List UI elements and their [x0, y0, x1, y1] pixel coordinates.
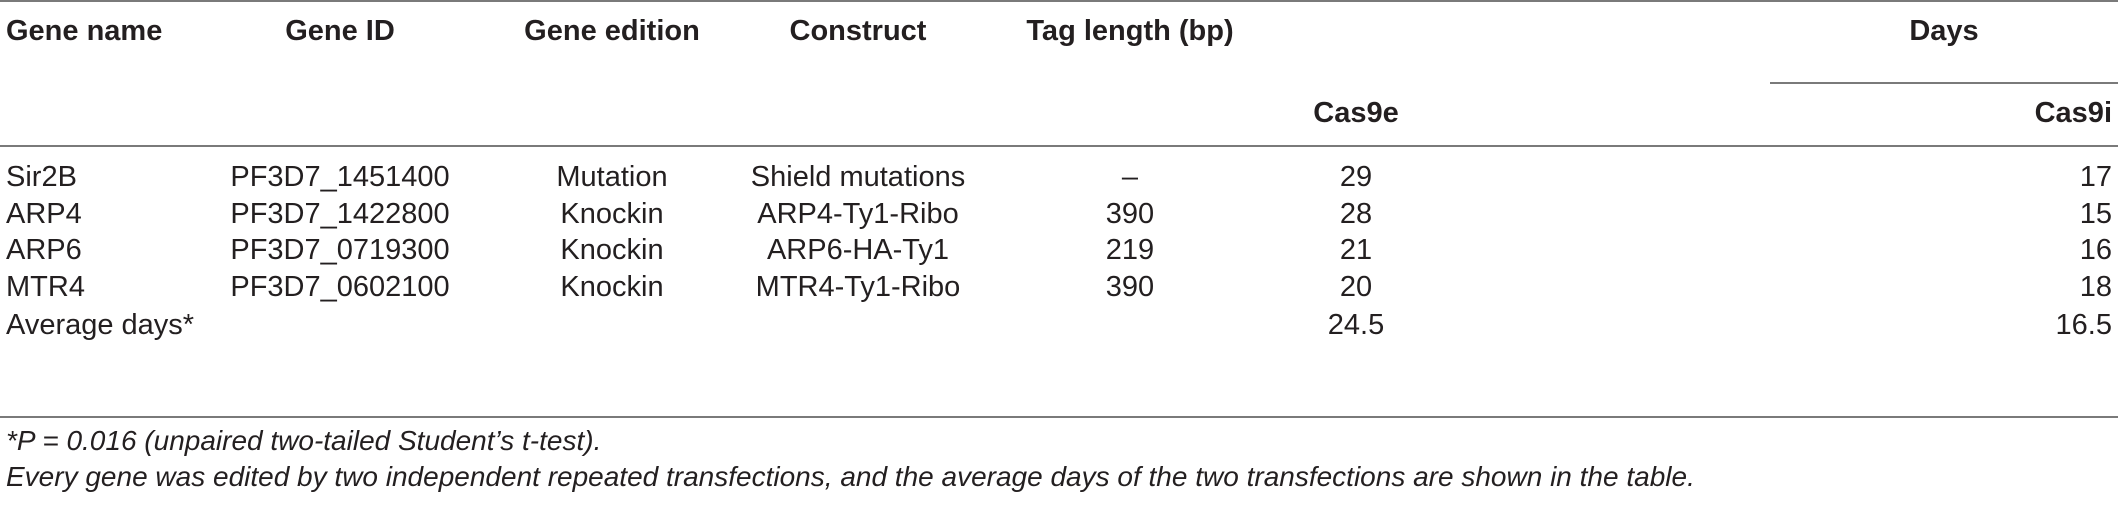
cell-gene-name: ARP6	[6, 234, 82, 266]
header-gene-id: Gene ID	[285, 15, 395, 47]
header-tag-length: Tag length (bp)	[1026, 15, 1234, 47]
cell-gene-edition: Knockin	[560, 234, 664, 266]
cell-cas9e: 21	[1339, 234, 1373, 266]
days-subheader-rule	[1770, 82, 2118, 84]
cell-tag-length: –	[1121, 161, 1139, 193]
header-days: Days	[1909, 15, 1979, 47]
cell-gene-name: ARP4	[6, 198, 82, 230]
cell-construct: ARP6-HA-Ty1	[766, 234, 950, 266]
header-gene-name: Gene name	[6, 15, 163, 47]
header-gene-edition: Gene edition	[524, 15, 700, 47]
cell-gene-id: PF3D7_0719300	[230, 234, 450, 266]
cell-cas9i: 15	[2079, 198, 2112, 230]
header-cas9e: Cas9e	[1313, 97, 1399, 129]
cell-gene-name: MTR4	[6, 271, 85, 303]
cell-construct: MTR4-Ty1-Ribo	[755, 271, 961, 303]
cell-cas9i: 17	[2079, 161, 2112, 193]
cell-construct: ARP4-Ty1-Ribo	[757, 198, 959, 230]
cell-tag-length: 390	[1105, 198, 1155, 230]
cell-gene-edition: Mutation	[556, 161, 668, 193]
cell-gene-id: PF3D7_1422800	[230, 198, 450, 230]
cell-gene-name: Sir2B	[6, 161, 77, 193]
footnote-statistic: *P = 0.016 (unpaired two-tailed Student’…	[6, 425, 602, 456]
cell-cas9i: 18	[2079, 271, 2112, 303]
cell-gene-id: PF3D7_0602100	[230, 271, 450, 303]
cell-cas9e: 29	[1339, 161, 1373, 193]
cell-average-cas9e: 24.5	[1327, 309, 1385, 341]
cell-gene-edition: Knockin	[560, 271, 664, 303]
cell-tag-length: 390	[1105, 271, 1155, 303]
header-bottom-rule	[0, 145, 2118, 147]
cell-cas9i: 16	[2079, 234, 2112, 266]
cell-gene-edition: Knockin	[560, 198, 664, 230]
cell-average-cas9i: 16.5	[2055, 309, 2112, 341]
cell-gene-id: PF3D7_1451400	[230, 161, 450, 193]
footnote-note: Every gene was edited by two independent…	[6, 461, 1695, 492]
cell-average-label: Average days*	[6, 309, 195, 341]
cell-cas9e: 20	[1339, 271, 1373, 303]
header-construct: Construct	[789, 15, 927, 47]
table-bottom-rule	[0, 416, 2118, 418]
cell-tag-length: 219	[1105, 234, 1155, 266]
cell-construct: Shield mutations	[750, 161, 966, 193]
header-cas9i: Cas9i	[2034, 97, 2112, 129]
cell-cas9e: 28	[1339, 198, 1373, 230]
table-top-rule	[0, 0, 2118, 2]
